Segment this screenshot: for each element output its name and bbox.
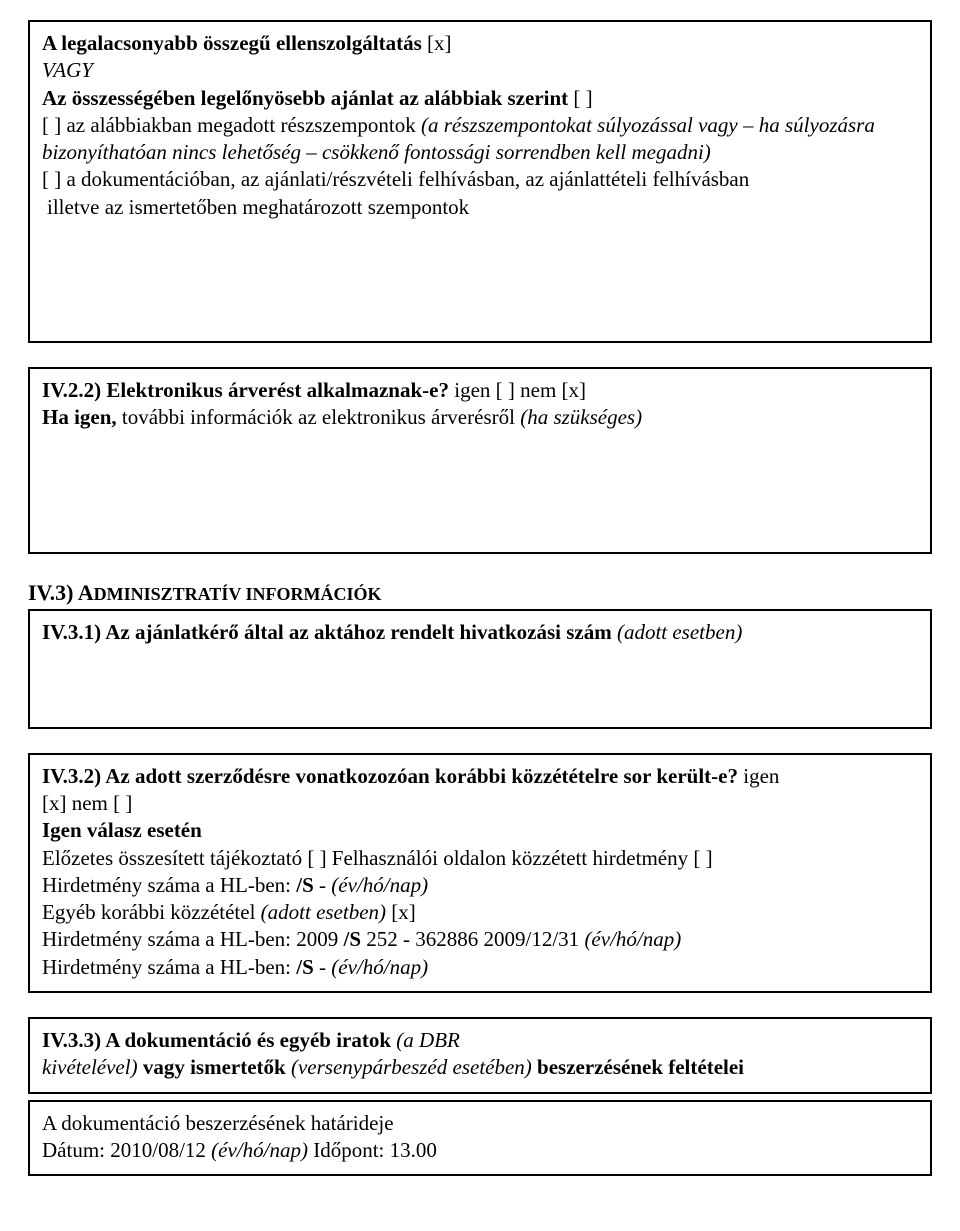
text: IV.3.2) Az adott szerződésre vonatkozozó… [42,764,738,788]
text: /S [296,873,314,897]
line: [ ] a dokumentációban, az ajánlati/részv… [42,166,918,193]
text: Időpont: 13.00 [308,1138,437,1162]
text: - [314,955,332,979]
spacer [42,221,918,331]
line: kivételével) vagy ismertetők (versenypár… [42,1054,918,1081]
criteria-box: A legalacsonyabb összegű ellenszolgáltat… [28,20,932,343]
line: Egyéb korábbi közzététel (adott esetben)… [42,899,918,926]
line: Előzetes összesített tájékoztató [ ] Fel… [42,845,918,872]
text: Ha igen, [42,405,117,429]
text: Hirdetmény száma a HL-ben: [42,955,296,979]
text: (év/hó/nap) [331,873,428,897]
line: [ ] az alábbiakban megadott részszempont… [42,112,918,167]
text: IV.3) A [28,580,94,605]
text: - [314,873,332,897]
line: illetve az ismertetőben meghatározott sz… [42,194,918,221]
text: IV.3.3) A dokumentáció és egyéb iratok [42,1028,391,1052]
text: IV.2.2) Elektronikus árverést alkalmazna… [42,378,449,402]
text: igen [ ] nem [x] [449,378,586,402]
line: [x] nem [ ] [42,790,918,817]
text: (a DBR [391,1028,460,1052]
text: IV.3.1) Az ajánlatkérő által az aktához … [42,620,612,644]
text: Hirdetmény száma a HL-ben: [42,873,296,897]
text: Dátum: 2010/08/12 [42,1138,211,1162]
text: /S [296,955,314,979]
text: (adott esetben) [612,620,743,644]
line: A dokumentáció beszerzésének határideje [42,1110,918,1137]
text: vagy ismertetők [138,1055,291,1079]
line: Ha igen, további információk az elektron… [42,404,918,431]
text: (év/hó/nap) [211,1138,308,1162]
text: [x] [386,900,416,924]
line: Hirdetmény száma a HL-ben: 2009 /S 252 -… [42,926,918,953]
line: A legalacsonyabb összegű ellenszolgáltat… [42,30,918,57]
section-heading: IV.3) ADMINISZTRATÍV INFORMÁCIÓK [28,578,932,608]
reference-number-box: IV.3.1) Az ajánlatkérő által az aktához … [28,609,932,728]
text: igen [738,764,779,788]
line: Az összességében legelőnyösebb ajánlat a… [42,85,918,112]
spacer [42,647,918,717]
text: további információk az elektronikus árve… [117,405,521,429]
line: IV.3.1) Az ajánlatkérő által az aktához … [42,619,918,646]
electronic-auction-box: IV.2.2) Elektronikus árverést alkalmazna… [28,367,932,554]
text: [ ] [568,86,593,110]
line: IV.3.2) Az adott szerződésre vonatkozozó… [42,763,918,790]
text: kivételével) [42,1055,138,1079]
text: (év/hó/nap) [331,955,428,979]
prior-publication-box: IV.3.2) Az adott szerződésre vonatkozozó… [28,753,932,993]
text: (versenypárbeszéd esetében) [291,1055,532,1079]
line: IV.2.2) Elektronikus árverést alkalmazna… [42,377,918,404]
text: Hirdetmény száma a HL-ben: 2009 [42,927,344,951]
line: Hirdetmény száma a HL-ben: /S - (év/hó/n… [42,954,918,981]
text: Az összességében legelőnyösebb ajánlat a… [42,86,568,110]
line: Igen válasz esetén [42,817,918,844]
text: DMINISZTRATÍV INFORMÁCIÓK [94,584,382,604]
text: beszerzésének feltételei [532,1055,744,1079]
line: Dátum: 2010/08/12 (év/hó/nap) Időpont: 1… [42,1137,918,1164]
text: 252 - 362886 2009/12/31 [361,927,584,951]
documentation-deadline-box: A dokumentáció beszerzésének határideje … [28,1100,932,1177]
text: (adott esetben) [261,900,386,924]
text: (év/hó/nap) [584,927,681,951]
documentation-conditions-box: IV.3.3) A dokumentáció és egyéb iratok (… [28,1017,932,1094]
text: [x] [422,31,452,55]
line: IV.3.3) A dokumentáció és egyéb iratok (… [42,1027,918,1054]
text: [ ] az alábbiakban megadott részszempont… [42,113,421,137]
line: Hirdetmény száma a HL-ben: /S - (év/hó/n… [42,872,918,899]
spacer [42,432,918,542]
text: A legalacsonyabb összegű ellenszolgáltat… [42,31,422,55]
vagy-line: VAGY [42,57,918,84]
text: Egyéb korábbi közzététel [42,900,261,924]
text: /S [344,927,362,951]
text: (ha szükséges) [520,405,642,429]
